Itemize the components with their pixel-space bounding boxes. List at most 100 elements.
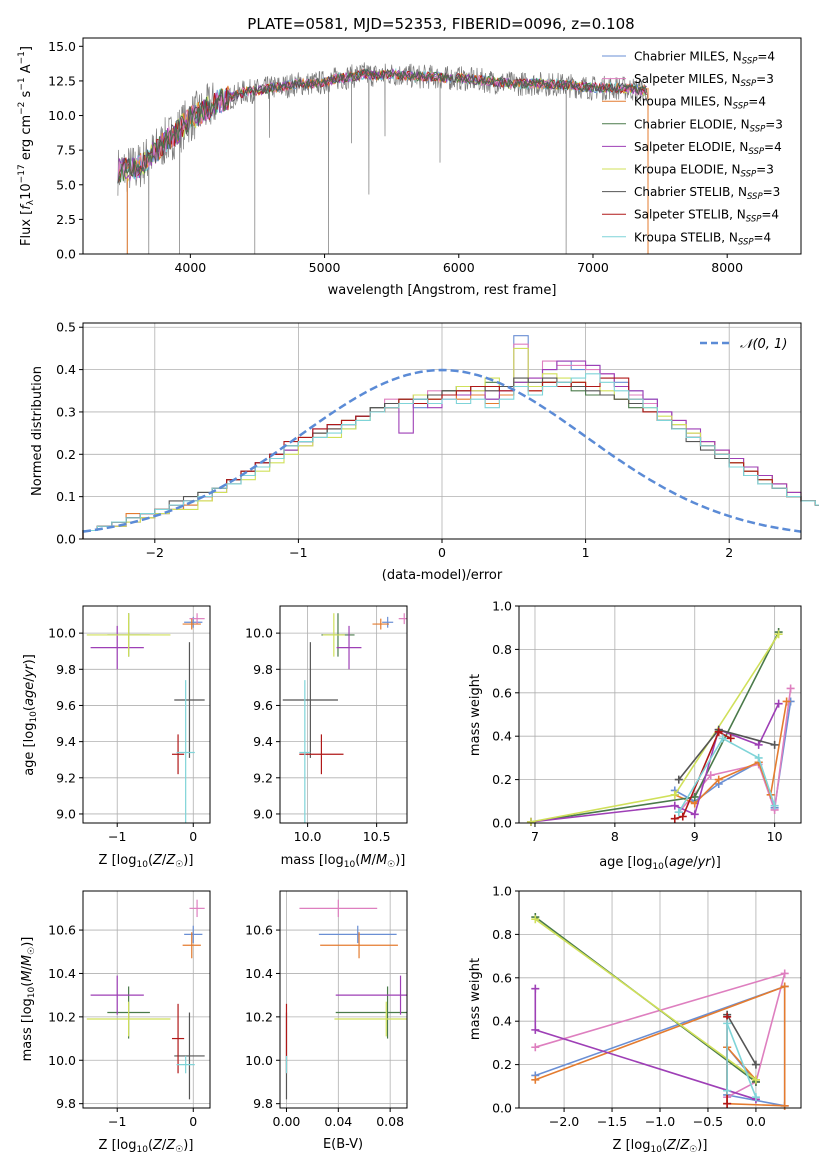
weight-point-marker xyxy=(770,801,779,810)
weight-point-marker xyxy=(531,915,540,924)
x-tick-label: 8000 xyxy=(711,260,743,275)
y-tick-label: 10.2 xyxy=(245,1009,273,1024)
mass-z-ylabel: mass [log10(M/M☉)] xyxy=(20,937,37,1062)
y-tick-label: 0.0 xyxy=(56,247,76,262)
y-tick-label: 0.8 xyxy=(492,642,512,657)
age-z-frame xyxy=(82,605,211,824)
weight-point-marker xyxy=(780,969,789,978)
mass-vs-ebv-panel: 0.00 0.04 0.08 9.8 10.0 10.2 10.4 10.6 E(B-V) xyxy=(245,890,408,1152)
weight-point-marker xyxy=(670,814,679,823)
legend-label: Salpeter ELODIE, NSSP=4 xyxy=(634,140,782,157)
age-mass-ticks: 10.0 10.5 9.0 9.2 9.4 9.6 9.8 10.0 xyxy=(245,626,390,844)
y-tick-label: 10.0 xyxy=(245,626,273,641)
y-tick-label: 9.6 xyxy=(56,698,76,713)
y-tick-label: 0.0 xyxy=(56,532,76,547)
mass-z-xlabel: Z [log10(Z/Z☉)] xyxy=(99,1138,194,1155)
x-tick-label: 8 xyxy=(611,829,619,844)
y-tick-label: 9.8 xyxy=(56,1096,76,1111)
spectrum-xlabel: wavelength [Angstrom, rest frame] xyxy=(328,283,557,298)
y-tick-label: 2.5 xyxy=(56,212,76,227)
weight-z-ticks: −2.0 −1.5 −1.0 −0.5 0.0 0.0 0.2 0.4 0.6 0.8 1.0 xyxy=(492,884,766,1130)
x-tick-label: 0 xyxy=(189,829,197,844)
y-tick-label: 9.8 xyxy=(253,1096,273,1111)
x-tick-label: 2 xyxy=(725,545,733,560)
weight-point-marker xyxy=(754,753,763,762)
gaussian-legend-label: 𝒩(0, 1) xyxy=(740,337,787,352)
spectrum-frame xyxy=(82,37,802,255)
weight-point-marker xyxy=(751,1093,760,1102)
age-mass-frame xyxy=(279,605,408,824)
mass-z-errorbars xyxy=(86,899,205,1100)
weight-point-marker xyxy=(674,775,683,784)
spectrum-model-line xyxy=(117,68,647,184)
age-vs-metallicity-panel: −1 0 9.0 9.2 9.4 9.6 9.8 10.0 Z [log10(Z/Z☉)] a… xyxy=(22,605,211,870)
weight-age-ylabel: mass weight xyxy=(468,674,483,756)
x-tick-label: 9 xyxy=(691,829,699,844)
y-tick-label: 10.0 xyxy=(48,626,76,641)
weight-point-marker xyxy=(774,630,783,639)
x-tick-label: 0 xyxy=(438,545,446,560)
age-z-ticks: −1 0 9.0 9.2 9.4 9.6 9.8 10.0 xyxy=(48,626,197,844)
y-tick-label: 1.0 xyxy=(492,884,512,899)
y-tick-label: 0.5 xyxy=(56,320,76,335)
age-z-ylabel: age [log10(age/yr)] xyxy=(22,654,39,776)
x-tick-label: 0 xyxy=(189,1114,197,1129)
x-tick-label: 0.0 xyxy=(746,1114,766,1129)
weight-point-marker xyxy=(751,1075,760,1084)
legend-label: Chabrier STELIB, NSSP=3 xyxy=(634,185,780,202)
weight-point-marker xyxy=(726,734,735,743)
mass-vs-metallicity-panel: −1 0 9.8 10.0 10.2 10.4 10.6 Z [log10(Z/Z☉)] m… xyxy=(20,890,211,1155)
legend-label: Salpeter MILES, NSSP=3 xyxy=(634,72,774,89)
y-tick-label: 9.0 xyxy=(56,806,76,821)
weight-point-marker xyxy=(526,817,535,826)
weight-point-marker xyxy=(674,808,683,817)
y-tick-label: 7.5 xyxy=(56,143,76,158)
x-tick-label: 10.0 xyxy=(294,829,322,844)
weight-point-marker xyxy=(714,775,723,784)
y-tick-label: 10.4 xyxy=(48,966,76,981)
mass-ebv-ticks: 0.00 0.04 0.08 9.8 10.0 10.2 10.4 10.6 xyxy=(245,923,404,1129)
y-tick-label: 0.4 xyxy=(492,1014,512,1029)
y-tick-label: 10.0 xyxy=(48,1053,76,1068)
y-tick-label: 0.0 xyxy=(492,816,512,831)
y-tick-label: 0.3 xyxy=(56,404,76,419)
weight-point-marker xyxy=(714,727,723,736)
weight-series-line xyxy=(530,703,780,823)
weight-point-marker xyxy=(723,1099,732,1108)
y-tick-label: 10.0 xyxy=(245,1053,273,1068)
weight-age-series xyxy=(526,628,795,826)
weight-point-marker xyxy=(531,1075,540,1084)
age-mass-grid xyxy=(280,606,407,823)
y-tick-label: 12.5 xyxy=(48,73,76,88)
massweight-vs-metallicity-panel: −2.0 −1.5 −1.0 −0.5 0.0 0.0 0.2 0.4 0.6 0.8 1.0 Z … xyxy=(468,884,802,1155)
weight-series-line xyxy=(678,737,776,813)
weight-point-marker xyxy=(670,801,679,810)
weight-point-marker xyxy=(751,1060,760,1069)
y-tick-label: 15.0 xyxy=(48,39,76,54)
weight-point-marker xyxy=(706,771,715,780)
age-z-errorbars xyxy=(86,613,205,823)
weight-point-marker xyxy=(531,1043,540,1052)
mass-ebv-errorbars xyxy=(285,899,407,1100)
y-tick-label: 0.8 xyxy=(492,927,512,942)
x-tick-label: 4000 xyxy=(174,260,206,275)
x-tick-label: −1.0 xyxy=(645,1114,675,1129)
age-z-xlabel: Z [log10(Z/Z☉)] xyxy=(99,853,194,870)
y-tick-label: 1.0 xyxy=(492,599,512,614)
weight-z-series xyxy=(531,913,789,1110)
y-tick-label: 9.2 xyxy=(56,770,76,785)
age-z-grid xyxy=(83,606,210,823)
y-tick-label: 0.6 xyxy=(492,685,512,700)
y-tick-label: 0.2 xyxy=(492,772,512,787)
gaussian-curve xyxy=(82,368,802,533)
weight-age-ticks: 7 8 9 10 0.0 0.2 0.4 0.6 0.8 1.0 xyxy=(492,599,783,845)
x-tick-label: −2 xyxy=(146,545,164,560)
weight-age-xlabel: age [log10(age/yr)] xyxy=(599,855,721,872)
y-tick-label: 5.0 xyxy=(56,177,76,192)
spectrum-title: PLATE=0581, MJD=52353, FIBERID=0096, z=0… xyxy=(247,15,634,33)
residuals-ylabel: Normed distribution xyxy=(30,366,45,496)
x-tick-label: −1 xyxy=(289,545,307,560)
x-tick-label: 0.04 xyxy=(324,1114,352,1129)
x-tick-label: 10 xyxy=(767,829,783,844)
x-tick-label: 5000 xyxy=(309,260,341,275)
